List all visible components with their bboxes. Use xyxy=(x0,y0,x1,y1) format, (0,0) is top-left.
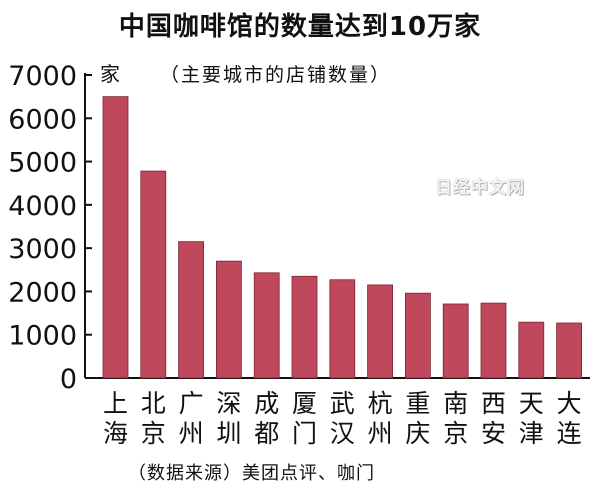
y-tick-label: 6000 xyxy=(8,104,77,135)
x-tick-label: 杭州 xyxy=(368,389,393,448)
x-tick-label: 成都 xyxy=(254,389,279,448)
y-tick-label: 1000 xyxy=(8,321,77,352)
bar xyxy=(480,302,507,379)
x-tick-label: 天津 xyxy=(519,389,544,448)
y-tick-label: 5000 xyxy=(8,148,77,179)
bar xyxy=(102,96,129,379)
y-tick-label: 2000 xyxy=(8,277,77,308)
watermark-logo: 日经中文网 xyxy=(435,178,525,198)
bar xyxy=(367,284,394,379)
y-tick-label: 0 xyxy=(60,364,77,395)
bar xyxy=(556,322,582,379)
bar xyxy=(215,260,242,379)
y-tick-label: 4000 xyxy=(8,191,77,222)
y-tick-label: 3000 xyxy=(8,234,77,265)
bar xyxy=(404,292,431,379)
chart-title: 中国咖啡馆的数量达到10万家 xyxy=(118,12,482,42)
x-tick-label: 厦门 xyxy=(292,389,317,448)
bar xyxy=(291,275,318,379)
bar xyxy=(329,279,356,379)
x-tick-label: 重庆 xyxy=(405,389,430,448)
source-note: （数据来源）美团点评、咖门 xyxy=(128,463,375,484)
x-tick-label: 广州 xyxy=(179,389,204,448)
x-tick-label: 上海 xyxy=(103,389,128,448)
unit-label: 家 xyxy=(100,62,120,86)
bar xyxy=(140,170,167,379)
bar xyxy=(442,303,469,379)
y-tick-label: 7000 xyxy=(8,61,77,92)
chart-subtitle: （主要城市的店铺数量） xyxy=(160,64,392,86)
bar xyxy=(178,241,205,379)
x-tick-label: 深圳 xyxy=(216,389,241,448)
x-tick-label: 西安 xyxy=(481,389,506,448)
bar xyxy=(518,321,545,379)
x-tick-label: 北京 xyxy=(141,389,166,448)
x-tick-label: 武汉 xyxy=(330,389,355,448)
x-tick-label: 大连 xyxy=(557,389,582,448)
x-tick-label: 南京 xyxy=(443,389,468,448)
bar xyxy=(253,272,280,379)
